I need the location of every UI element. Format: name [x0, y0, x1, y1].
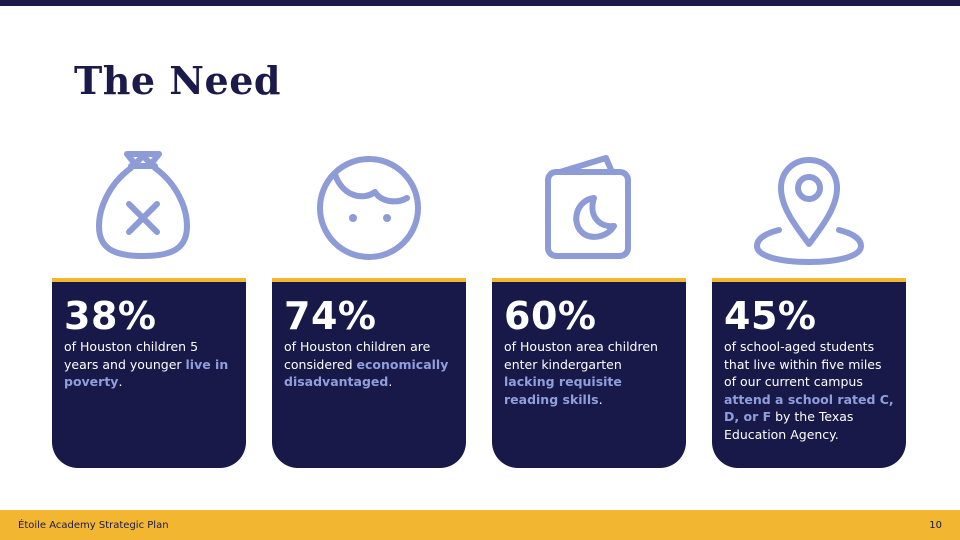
desc-text: of school-aged students that live within… [724, 339, 882, 389]
stat-description: of Houston children are considered econo… [284, 338, 454, 391]
stat-card-disadvantaged: 74% of Houston children are considered e… [272, 278, 466, 468]
stat-value: 74% [284, 294, 377, 338]
stat-card-poverty: 38% of Houston children 5 years and youn… [52, 278, 246, 468]
stat-description: of Houston children 5 years and younger … [64, 338, 234, 391]
slide-footer: Étoile Academy Strategic Plan 10 [0, 510, 960, 540]
footer-title: Étoile Academy Strategic Plan [18, 519, 169, 531]
desc-text-end: . [118, 374, 123, 389]
stat-description: of school-aged students that live within… [724, 338, 894, 443]
desc-text: of Houston area children enter kindergar… [504, 339, 658, 372]
desc-text-end: . [388, 374, 393, 389]
desc-text: of Houston children 5 years and younger [64, 339, 199, 372]
page-number: 10 [929, 519, 942, 531]
desc-highlight: attend a school rated C, D, or F [724, 391, 894, 425]
stat-value: 38% [64, 294, 157, 338]
top-accent-bar [0, 0, 960, 6]
desc-highlight: economically disadvantaged [284, 356, 449, 390]
stat-card-school-rating: 45% of school-aged students that live wi… [712, 278, 906, 468]
stat-value: 45% [724, 294, 817, 338]
desc-text-end: by the Texas Education Agency. [724, 409, 854, 442]
desc-highlight: lacking requisite reading skills [504, 374, 622, 407]
stat-description: of Houston area children enter kindergar… [504, 338, 674, 408]
stat-card-reading-skills: 60% of Houston area children enter kinde… [492, 278, 686, 468]
stat-value: 60% [504, 294, 597, 338]
book-moon-icon [530, 146, 650, 266]
desc-text: of Houston children are considered [284, 339, 431, 372]
money-bag-x-icon [83, 146, 203, 266]
desc-highlight: live in poverty [64, 356, 229, 390]
child-face-icon [309, 146, 429, 266]
desc-text-end: . [598, 391, 603, 407]
slide-title: The Need [74, 58, 281, 103]
map-pin-icon [749, 146, 869, 266]
